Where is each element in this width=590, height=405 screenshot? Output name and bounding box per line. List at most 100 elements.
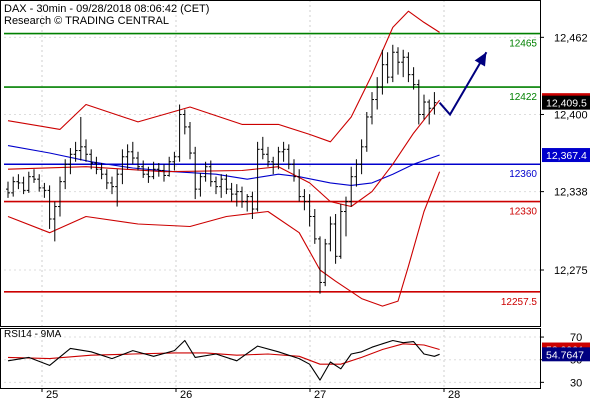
price-candle (427, 99, 432, 125)
price-candle (333, 214, 338, 264)
bollinger-lower-line (7, 171, 441, 307)
price-candle (73, 141, 78, 162)
level-lines-layer: 12465 12422 12360 12330 12257.5 (4, 32, 540, 308)
price-candle (84, 139, 88, 162)
rsi-tick-label: 30 (570, 377, 582, 389)
bollinger-middle-line (7, 99, 441, 208)
price-candle (151, 161, 156, 180)
price-candle (323, 238, 328, 287)
support-level-label: 12257.5 (501, 297, 538, 308)
price-candle (16, 174, 21, 190)
price-candle (89, 149, 94, 170)
price-candle (411, 67, 416, 90)
price-candle (11, 176, 16, 197)
price-candle (234, 184, 239, 207)
price-candle (370, 92, 374, 125)
price-candle (349, 166, 354, 207)
value-tag-text: 12,409.5 (546, 98, 587, 110)
price-candle (380, 49, 385, 95)
price-candle (214, 176, 218, 195)
price-candle (208, 160, 213, 187)
price-candle (328, 216, 333, 252)
chart-title: DAX - 30min - 09/28/2018 08:06:42 (CET) (4, 3, 209, 15)
x-tick-label: 25 (46, 389, 58, 400)
resistance-level-label: 12465 (509, 39, 537, 50)
price-candle (198, 172, 203, 197)
price-tick-label: 12,338 (554, 187, 588, 199)
price-candle (396, 47, 400, 75)
price-value-tag: 12,409.5 (542, 95, 590, 110)
price-candle (375, 77, 380, 110)
price-candle (250, 191, 255, 219)
price-candle (110, 176, 114, 195)
price-candle (125, 144, 130, 170)
value-tag-box (542, 148, 590, 163)
price-candle (188, 121, 192, 160)
moving-average-line (7, 145, 440, 186)
rsi-layer (7, 339, 440, 381)
price-candle (136, 151, 140, 171)
price-candle (302, 189, 307, 211)
price-candle (68, 148, 73, 175)
price-tick-label: 12,462 (554, 32, 588, 44)
scenario-arrow-layer (438, 51, 488, 117)
price-candle (6, 181, 10, 198)
price-candle (245, 194, 250, 212)
value-tags-layer: 12,411.512,409.512,367.458.990154.7647 (542, 93, 590, 362)
value-tag-text: 12,367.4 (546, 150, 587, 162)
price-candle (146, 166, 151, 183)
value-tag-box (542, 347, 590, 362)
scenario-arrow-head (474, 52, 487, 67)
price-candle (344, 196, 348, 237)
price-candle (359, 139, 364, 175)
price-candle (203, 161, 208, 182)
support-level-label: 12330 (509, 207, 537, 218)
price-candle (58, 176, 62, 217)
price-candle (385, 52, 390, 84)
resistance-level-label: 12422 (509, 92, 537, 103)
price-candle (240, 186, 244, 208)
rsi-title: RSI14 - 9MA (4, 329, 62, 340)
price-candle (312, 209, 317, 244)
price-candle (255, 141, 260, 212)
price-candle (260, 136, 265, 160)
price-tick-label: 12,275 (554, 265, 588, 277)
price-candle (276, 146, 281, 170)
price-candle (390, 44, 395, 83)
price-candle (26, 171, 31, 193)
price-candle (354, 159, 359, 187)
price-candle (162, 164, 166, 182)
price-candle (94, 156, 99, 175)
price-candle (130, 141, 135, 165)
price-candle (167, 156, 172, 177)
price-tick-label: 12,400 (554, 109, 588, 121)
price-candle (156, 163, 161, 177)
price-candle (338, 204, 343, 259)
price-candle (78, 116, 83, 161)
price-candle (182, 109, 187, 135)
price-candle (115, 169, 120, 207)
price-candle (292, 159, 296, 182)
price-panel-frame (0, 0, 541, 327)
price-candle (281, 141, 286, 162)
price-candle (297, 169, 302, 202)
candles-layer (6, 44, 437, 294)
price-candle (52, 201, 57, 242)
price-candle (47, 185, 52, 229)
price-candle (141, 160, 146, 178)
price-candle (32, 169, 36, 183)
grid-layer (4, 0, 540, 388)
price-candle (193, 146, 198, 200)
price-candle (219, 174, 224, 198)
bollinger-upper-line (7, 10, 440, 143)
price-candle (42, 182, 47, 198)
price-candle (177, 104, 182, 162)
rsi-value-tag: 54.7647 (542, 347, 590, 362)
x-tick-label: 26 (180, 389, 192, 400)
price-candle (266, 146, 270, 167)
price-candle (364, 111, 369, 152)
price-candle (422, 94, 426, 120)
